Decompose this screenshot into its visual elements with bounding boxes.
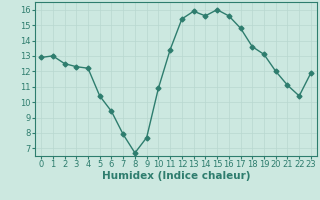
- X-axis label: Humidex (Indice chaleur): Humidex (Indice chaleur): [102, 171, 250, 181]
